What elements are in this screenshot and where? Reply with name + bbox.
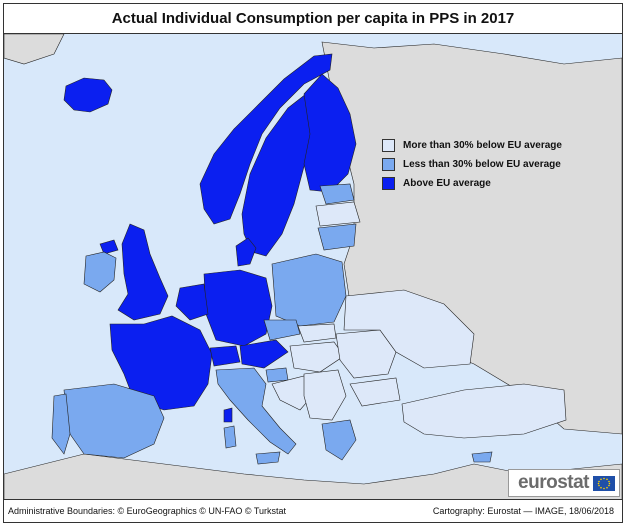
region-ireland — [83, 251, 117, 293]
map-frame: Actual Individual Consumption per capita… — [3, 3, 623, 523]
region-lithuania — [317, 223, 357, 251]
region-estonia — [319, 183, 355, 205]
region-hungary — [289, 341, 345, 373]
map-title: Actual Individual Consumption per capita… — [4, 4, 622, 34]
region-balkans — [303, 369, 347, 421]
region-russia — [321, 41, 622, 435]
region-france — [109, 315, 213, 411]
region-sicily — [255, 451, 281, 465]
region-svalbard-greenland — [4, 34, 65, 65]
legend-item-above: Above EU average — [382, 174, 592, 193]
region-denmark — [235, 237, 257, 267]
legend-item-less-below: Less than 30% below EU average — [382, 155, 592, 174]
eu-flag-icon — [593, 475, 615, 491]
region-slovenia — [265, 367, 289, 383]
legend-swatch — [382, 158, 395, 171]
region-iceland — [63, 77, 113, 113]
footer-credits: Administrative Boundaries: © EuroGeograp… — [8, 506, 286, 516]
region-austria — [239, 339, 289, 369]
legend-swatch — [382, 139, 395, 152]
region-greece — [321, 419, 357, 461]
region-sardinia — [223, 425, 237, 449]
map-area: More than 30% below EU average Less than… — [4, 34, 622, 500]
region-north-africa — [4, 453, 622, 499]
region-finland — [303, 73, 357, 193]
legend-label: Less than 30% below EU average — [403, 159, 561, 170]
region-poland — [271, 253, 347, 327]
region-switzerland — [209, 345, 241, 367]
footer: Administrative Boundaries: © EuroGeograp… — [4, 500, 622, 522]
region-benelux — [175, 283, 209, 321]
legend-label: Above EU average — [403, 178, 491, 189]
legend-label: More than 30% below EU average — [403, 140, 562, 151]
region-italy — [215, 367, 297, 455]
region-corsica — [223, 407, 233, 423]
europe-map — [4, 34, 622, 499]
legend-item-more-below: More than 30% below EU average — [382, 136, 592, 155]
footer-cartography: Cartography: Eurostat — IMAGE, 18/06/201… — [432, 506, 614, 516]
region-portugal — [51, 393, 71, 455]
region-united-kingdom — [117, 223, 169, 321]
region-bulgaria — [349, 377, 401, 407]
region-ukraine — [343, 289, 475, 369]
eurostat-logo: eurostat — [508, 469, 620, 497]
legend: More than 30% below EU average Less than… — [382, 136, 592, 193]
region-northern-ireland — [99, 239, 119, 255]
legend-swatch — [382, 177, 395, 190]
region-turkey — [401, 383, 567, 439]
region-latvia — [315, 201, 361, 227]
region-germany — [203, 269, 273, 347]
region-cyprus — [471, 451, 493, 463]
region-norway — [199, 53, 333, 225]
region-slovakia — [297, 323, 337, 343]
logo-text: eurostat — [518, 472, 589, 493]
region-czechia — [263, 319, 301, 341]
